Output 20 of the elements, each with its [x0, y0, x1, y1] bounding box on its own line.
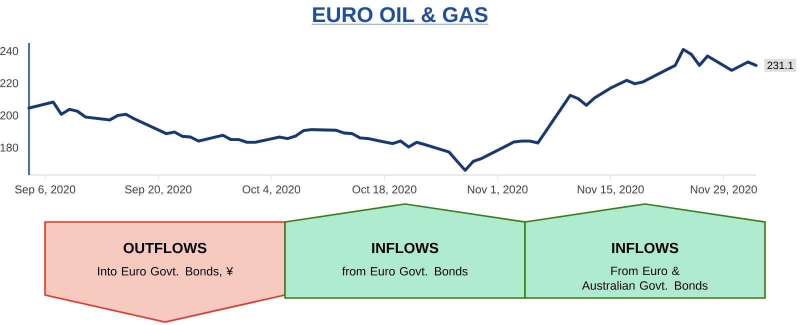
x-tick-label: Oct 18, 2020 [352, 185, 416, 195]
x-tick-label: Sep 6, 2020 [15, 185, 76, 196]
x-tick-label: Sep 20, 2020 [125, 185, 192, 196]
text: From Euro & Australian Govt. Bonds [582, 266, 708, 290]
line-series [28, 48, 758, 172]
y-tick-label: 220 [0, 79, 18, 88]
chart-title: EURO OIL & GAS [313, 7, 488, 22]
y-tick-label: 240 [0, 47, 18, 56]
text: INFLOWS [372, 242, 438, 254]
x-tick-label: Nov 15, 2020 [578, 185, 644, 195]
text: Into Euro Govt. Bonds, ¥ [98, 266, 234, 277]
y-tick-label: 200 [0, 111, 18, 120]
x-tick-label: Oct 4, 2020 [242, 185, 300, 195]
text: INFLOWS [612, 242, 678, 254]
data-label: 231.1 [767, 62, 794, 70]
text: from Euro Govt. Bonds [342, 266, 468, 276]
x-tick-label: Nov 29, 2020 [690, 185, 757, 195]
text: OUTFLOWS [124, 242, 206, 254]
x-tick-label: Nov 1, 2020 [468, 185, 528, 195]
y-tick-label: 180 [0, 144, 18, 152]
